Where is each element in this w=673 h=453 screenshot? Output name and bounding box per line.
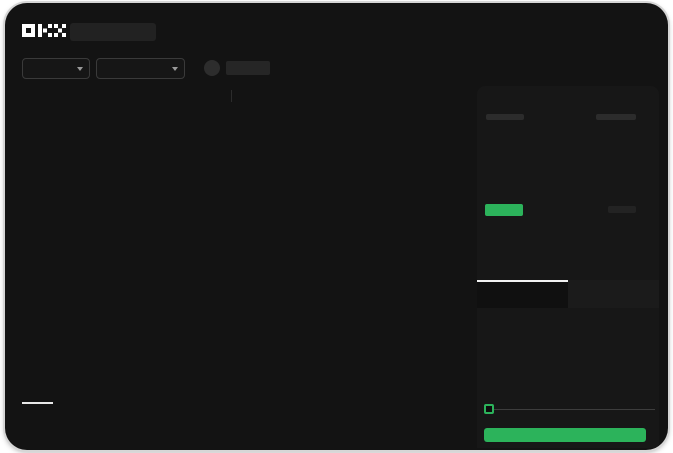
pair-name-skeleton — [226, 61, 270, 75]
last-price-bar[interactable] — [485, 204, 523, 216]
toolbar-divider — [231, 90, 232, 102]
amount-slider-handle[interactable] — [484, 404, 494, 414]
orderbook-header-amount — [596, 114, 636, 120]
okx-logo[interactable] — [22, 24, 66, 38]
orderbook-cell — [608, 206, 636, 213]
trade-side-panel — [477, 86, 659, 448]
chevron-down-icon — [77, 66, 83, 71]
pair-coin-avatar — [204, 60, 220, 76]
tab-sell[interactable] — [568, 280, 659, 308]
amount-slider-track[interactable] — [488, 409, 655, 410]
market-type-selector[interactable] — [22, 58, 90, 79]
active-tab-underline — [22, 402, 53, 404]
chevron-down-icon — [172, 66, 178, 71]
orderbook-header-price — [486, 114, 524, 120]
app-window — [5, 3, 668, 450]
submit-buy-button[interactable] — [484, 428, 646, 442]
search-input[interactable] — [70, 23, 156, 41]
pair-selector-dropdown[interactable] — [96, 58, 185, 79]
tab-buy[interactable] — [477, 280, 568, 308]
candlestick-chart[interactable] — [10, 106, 478, 380]
